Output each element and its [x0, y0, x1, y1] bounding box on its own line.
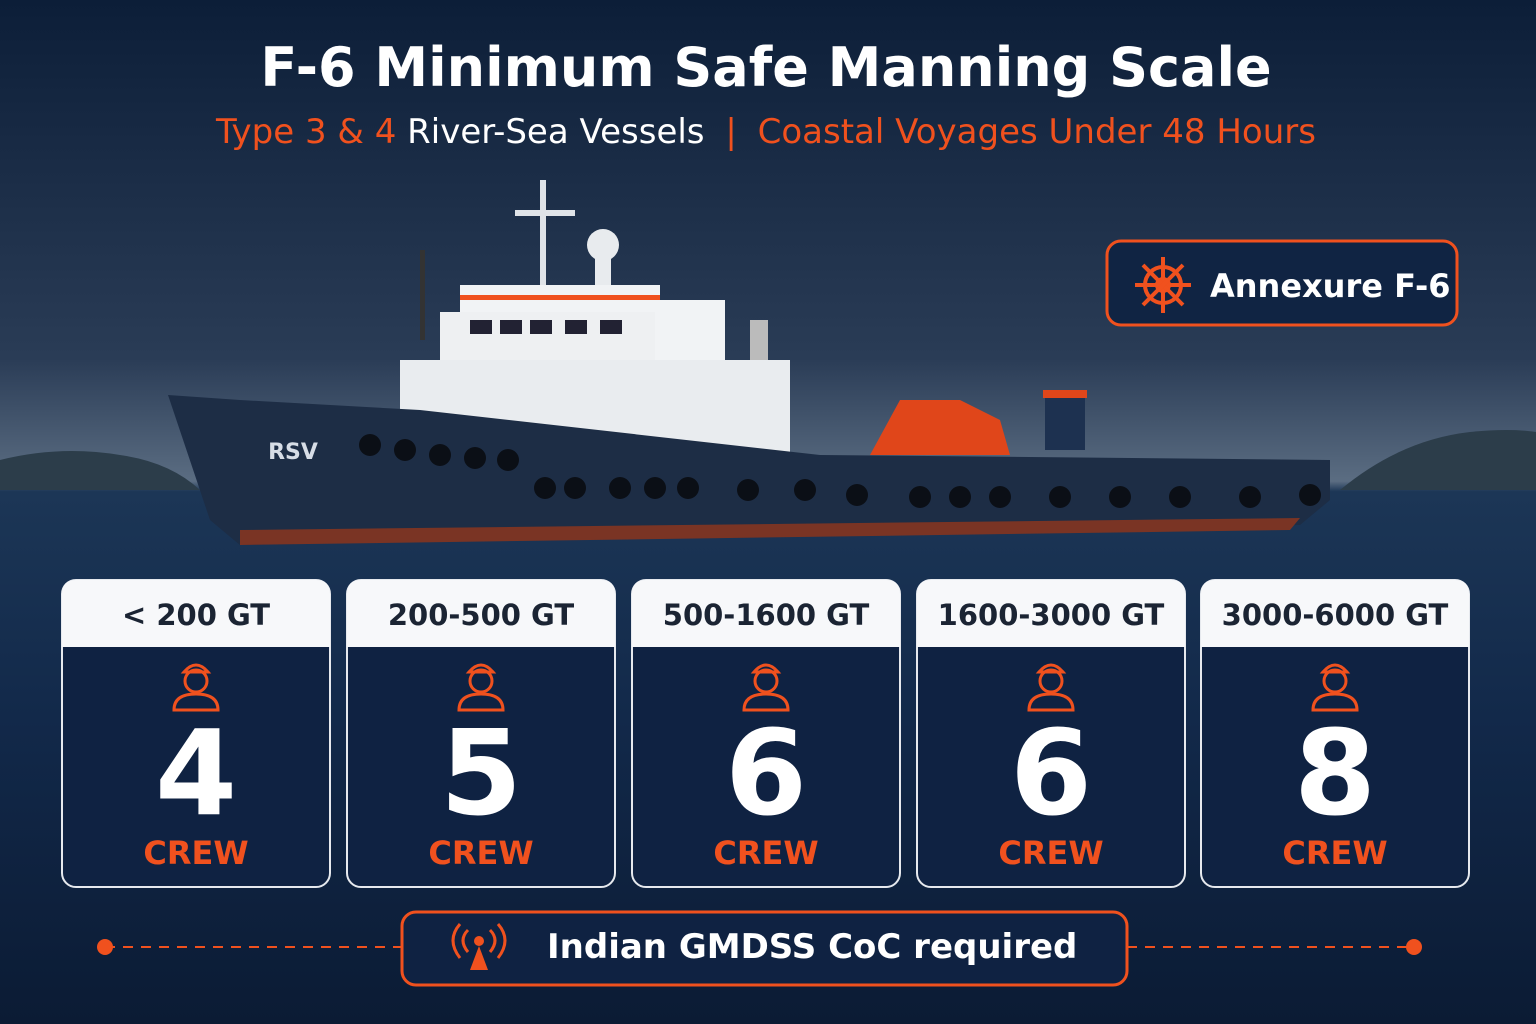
card-header [632, 580, 900, 647]
card-header [917, 580, 1185, 647]
crew-unit: CREW [1282, 834, 1387, 872]
icon-cap [1319, 663, 1351, 674]
title: F-6 Minimum Safe Manning Scale [260, 36, 1271, 99]
crew-unit: CREW [428, 834, 533, 872]
icon-body [457, 692, 505, 712]
crew-count: 5 [440, 704, 522, 842]
crew-icon [1027, 663, 1075, 712]
crew-unit: CREW [713, 834, 818, 872]
icon-cap [180, 663, 212, 674]
icon-body [1027, 692, 1075, 712]
icon-body [172, 692, 220, 712]
icon-body [742, 692, 790, 712]
card-range: 200-500 GT [388, 598, 574, 632]
crew-icon [742, 663, 790, 712]
ship: RSV [168, 180, 1330, 545]
hill [1340, 430, 1536, 490]
icon-head [753, 668, 779, 694]
footer-note: Indian GMDSS CoC required [547, 927, 1077, 967]
subtitle: Type 3 & 4 River-Sea Vessels | Coastal V… [215, 112, 1316, 152]
subtitle-part: Coastal Voyages Under 48 Hours [758, 112, 1316, 152]
icon-cap [750, 663, 782, 674]
icon-body [1311, 692, 1359, 712]
crew-unit: CREW [143, 834, 248, 872]
crew-icon [172, 663, 220, 712]
icon-head [183, 668, 209, 694]
crew-icon [1311, 663, 1359, 712]
badge-label: Annexure F-6 [1210, 267, 1451, 305]
crew-count: 6 [1010, 704, 1092, 842]
crew-unit: CREW [998, 834, 1103, 872]
hill [0, 451, 200, 490]
separator: | [725, 112, 736, 152]
icon-cap [1035, 663, 1067, 674]
icon-head [1038, 668, 1064, 694]
subtitle-part: Type 3 & 4 [215, 112, 396, 152]
ship-name: RSV [268, 440, 318, 465]
badge: Annexure F-6 [1105, 239, 1459, 327]
icon-head [1322, 668, 1348, 694]
card-header [62, 580, 330, 647]
card-range: 500-1600 GT [663, 598, 870, 632]
card-header [347, 580, 615, 647]
footer: Indian GMDSS CoC required [97, 910, 1422, 987]
crew-icon [457, 663, 505, 712]
icon-head [468, 668, 494, 694]
crew-count: 8 [1294, 704, 1376, 842]
subtitle-part: River-Sea Vessels [407, 112, 704, 152]
crew-count: 4 [155, 704, 237, 842]
card-range: < 200 GT [122, 598, 270, 632]
card-header [1201, 580, 1469, 647]
card-range: 1600-3000 GT [938, 598, 1165, 632]
card-range: 3000-6000 GT [1222, 598, 1449, 632]
crew-count: 6 [725, 704, 807, 842]
icon-cap [465, 663, 497, 674]
